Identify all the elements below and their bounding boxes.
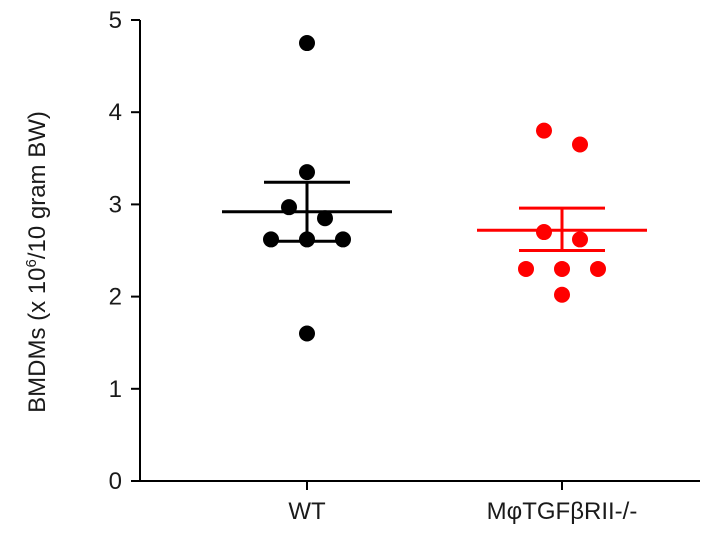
series-group (222, 35, 392, 342)
data-point (299, 231, 315, 248)
x-tick-label: WT (288, 498, 326, 525)
data-point (536, 122, 552, 139)
data-point (317, 210, 333, 227)
data-marks (222, 35, 647, 342)
data-point (299, 164, 315, 181)
y-axis-label: BMDMs (x 106/10 gram BW) (23, 111, 51, 413)
data-point (554, 286, 570, 303)
data-point (281, 199, 297, 216)
data-point (299, 35, 315, 52)
data-point (299, 325, 315, 342)
data-point (263, 231, 279, 248)
data-point (572, 136, 588, 153)
data-point (554, 260, 570, 277)
data-point (335, 231, 351, 248)
axes: 0 1 2 3 4 5 WT MφTGFβRII-/- (109, 7, 700, 525)
y-axis-label-suffix: /10 gram BW) (24, 111, 51, 259)
x-tick-label: MφTGFβRII-/- (487, 498, 638, 525)
y-tick-label: 2 (109, 284, 122, 311)
data-point (536, 224, 552, 241)
y-tick-label: 4 (109, 99, 122, 126)
y-axis-label-superscript: 6 (23, 259, 40, 267)
series-group (477, 122, 647, 303)
data-point (590, 260, 606, 277)
y-axis-label-prefix: BMDMs (x 10 (24, 268, 51, 413)
y-tick-label: 1 (109, 376, 122, 403)
y-tick-label: 3 (109, 191, 122, 218)
y-tick-label: 5 (109, 7, 122, 34)
y-tick-label: 0 (109, 468, 122, 495)
data-point (572, 231, 588, 248)
data-point (518, 260, 534, 277)
